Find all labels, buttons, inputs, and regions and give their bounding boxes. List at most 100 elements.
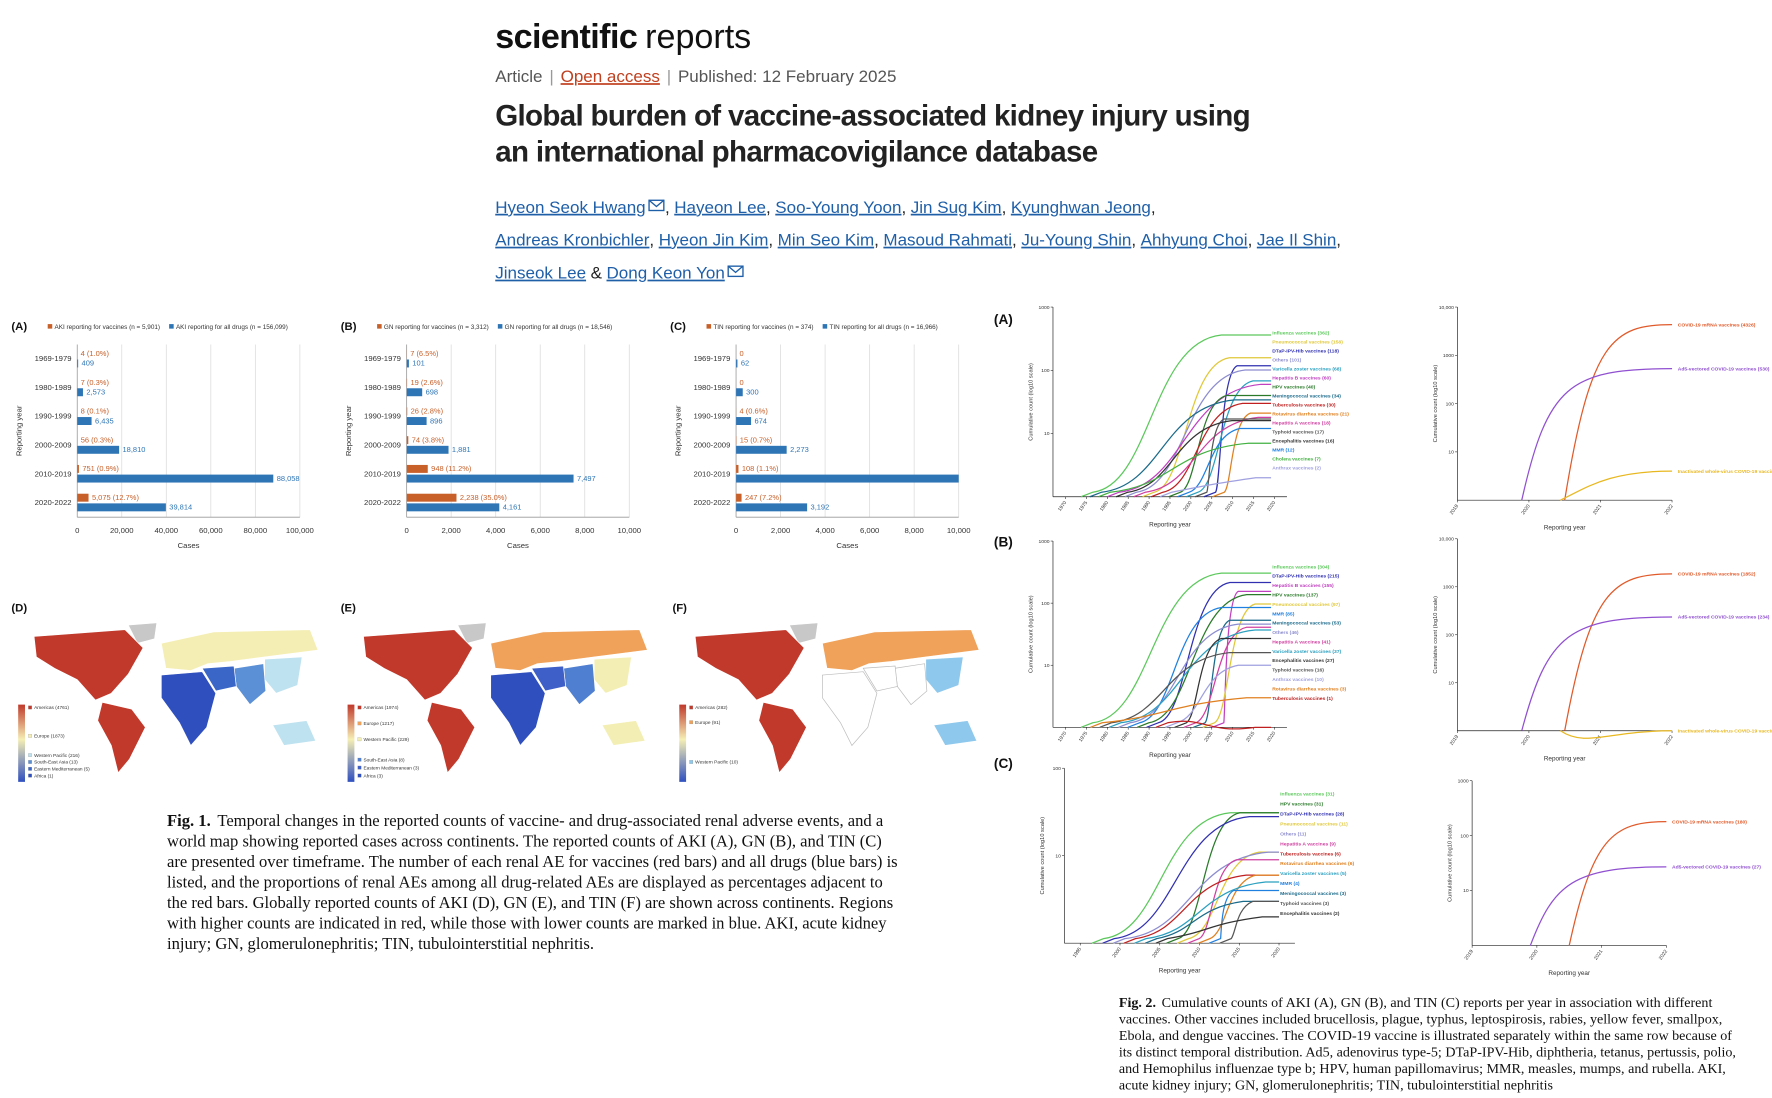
x-tick-label: 1980	[1099, 500, 1110, 513]
series-label: Hepatitis A vaccines (41)	[1272, 639, 1331, 645]
author-link[interactable]: Masoud Rahmati	[883, 231, 1012, 250]
legend-swatch	[28, 753, 32, 757]
author-link[interactable]: Jae Il Shin	[1257, 231, 1336, 250]
article-title: Global burden of vaccine-associated kidn…	[495, 99, 1250, 132]
legend-swatch	[497, 324, 503, 329]
series-line	[1208, 889, 1280, 944]
author-separator: ,	[665, 198, 670, 217]
series-label: Ad5-vectored COVID-19 vaccines (27)	[1672, 865, 1761, 871]
x-axis-title: Reporting year	[1159, 968, 1202, 975]
x-tick-label: 1995	[1161, 500, 1172, 513]
legend-swatch	[28, 760, 32, 764]
caption-text: with higher counts are indicated in red,…	[167, 913, 887, 932]
article-type: Article	[495, 67, 542, 86]
legend-label: Americas (1974)	[363, 705, 398, 711]
series-label: HPV vaccines (31)	[1280, 801, 1323, 807]
series-line	[1568, 820, 1667, 946]
bar	[406, 417, 427, 425]
color-scale	[18, 704, 25, 782]
legend-label: TIN reporting for all drugs (n = 16,966)	[829, 324, 937, 331]
x-tick-label: 2020	[1271, 946, 1282, 959]
series-line	[1098, 442, 1272, 498]
y-axis-title: Cumulative count (log10 scale)	[1448, 824, 1454, 902]
data-label: 4 (0.6%)	[740, 407, 769, 416]
y-tick-label: 2020-2022	[364, 498, 401, 507]
series-line	[1118, 623, 1272, 728]
y-tick-label: 100	[1446, 401, 1455, 407]
author-separator: ,	[1131, 231, 1136, 250]
author-link[interactable]: Kyunghwan Jeong	[1011, 198, 1151, 217]
open-access-link[interactable]: Open access	[561, 67, 660, 86]
series-label: Tuberculosis vaccines (30)	[1272, 402, 1336, 408]
author-link[interactable]: Dong Keon Yon	[607, 264, 725, 283]
x-tick-label: 1990	[1141, 500, 1152, 513]
y-tick-label: 1990-1999	[364, 412, 401, 421]
x-tick-label: 1985	[1120, 731, 1131, 744]
x-tick-label: 1980	[1099, 731, 1110, 744]
x-tick-label: 2010	[1191, 946, 1202, 959]
author-link[interactable]: Min Seo Kim	[778, 231, 874, 250]
author-link[interactable]: Andreas Kronbichler	[495, 231, 650, 250]
data-label: 751 (0.9%)	[82, 464, 119, 473]
x-axis-title: Cases	[836, 541, 858, 550]
x-tick-label: 2000	[1111, 946, 1122, 959]
series-line	[1212, 412, 1272, 498]
email-icon[interactable]	[727, 265, 744, 278]
author-link[interactable]: Hyeon Jin Kim	[659, 231, 769, 250]
bar	[736, 388, 743, 397]
series-line	[1203, 365, 1272, 498]
map-region	[272, 720, 317, 746]
x-tick-label: 2020	[1266, 731, 1277, 744]
legend-swatch	[822, 324, 828, 329]
series-label: Typhoid vaccines (16)	[1272, 668, 1324, 674]
legend-swatch	[28, 766, 32, 771]
series-label: DTaP-IPV-Hib vaccines (28)	[1280, 811, 1345, 817]
legend-swatch	[169, 324, 174, 329]
panel-label: (C)	[670, 321, 686, 333]
series-label: Varicella zoster vaccines (5)	[1280, 871, 1347, 877]
series-label: Others (11)	[1280, 831, 1306, 837]
x-tick-label: 2015	[1245, 731, 1256, 744]
author-link[interactable]: Jin Sug Kim	[911, 198, 1002, 217]
data-label: 0	[739, 349, 743, 358]
caption-text: are presented over timeframe. The number…	[167, 852, 898, 871]
y-tick-label: 2020-2022	[693, 498, 730, 507]
legend-label: Americas (4761)	[34, 705, 69, 711]
series-label: Encephalitis vaccines (2)	[1280, 911, 1340, 917]
author-link[interactable]: Ahhyung Choi	[1141, 231, 1248, 250]
series-label: Meningococcal vaccines (53)	[1272, 621, 1341, 627]
series-line	[1529, 866, 1667, 946]
series-line	[1155, 720, 1272, 730]
series-line	[1151, 402, 1272, 498]
author-link[interactable]: Soo-Young Yoon	[775, 198, 901, 217]
data-label: 1,881	[452, 445, 471, 454]
series-label: MMR (12)	[1272, 448, 1294, 454]
series-line	[1560, 470, 1673, 501]
series-label: Pneumococcal vaccines (11)	[1280, 821, 1348, 827]
legend-label: Eastern Mediterranean (3)	[363, 765, 419, 771]
data-label: 300	[746, 388, 759, 397]
bar	[736, 417, 752, 425]
legend-swatch	[689, 760, 694, 764]
author-link[interactable]: Hayeon Lee	[674, 198, 766, 217]
y-tick-label: 10,000	[1439, 536, 1454, 542]
email-icon[interactable]	[648, 199, 665, 212]
series-line	[1186, 380, 1272, 498]
legend-swatch	[377, 324, 382, 329]
series-label: Others (46)	[1272, 630, 1299, 636]
author-link[interactable]: Jinseok Lee	[495, 264, 586, 283]
data-label: 56 (0.3%)	[81, 435, 114, 444]
panel-label: (E)	[341, 602, 356, 614]
series-label: COVID-19 mRNA vaccines (1852)	[1678, 572, 1756, 578]
x-tick-label: 2015	[1231, 946, 1242, 959]
legend-label: AKI reporting for all drugs (n = 156,099…	[176, 324, 288, 331]
author-link[interactable]: Ju-Young Shin	[1021, 231, 1131, 250]
x-tick-label: 2019	[1449, 503, 1460, 516]
series-label: DTaP-IPV-Hib vaccines (215)	[1272, 574, 1339, 580]
series-line	[1521, 368, 1673, 501]
author-link[interactable]: Hyeon Seok Hwang	[495, 198, 645, 217]
series-label: COVID-19 mRNA vaccines (4326)	[1678, 322, 1756, 328]
bar	[406, 359, 409, 368]
x-axis-title: Reporting year	[1149, 752, 1192, 759]
